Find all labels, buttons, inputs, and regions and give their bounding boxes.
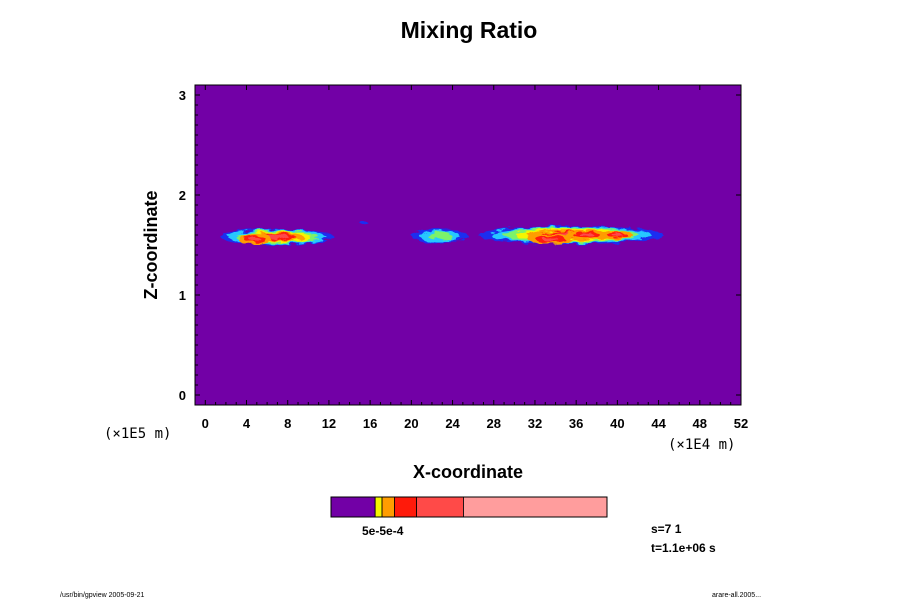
x-tick-label: 20 [404, 416, 418, 431]
colorbar-segment [463, 496, 608, 518]
y-unit-label: (×1E5 m) [104, 426, 171, 442]
contour-core-0-0-2 [248, 236, 261, 242]
contour-level-0-7 [266, 234, 289, 240]
x-tick-label: 32 [528, 416, 542, 431]
contour-core-3-2-2 [611, 233, 623, 237]
x-tick-label: 36 [569, 416, 583, 431]
x-tick-label: 52 [734, 416, 748, 431]
contour-fields [220, 221, 664, 245]
y-tick-label: 1 [179, 288, 186, 303]
x-tick-label: 12 [322, 416, 336, 431]
x-tick-label: 28 [487, 416, 501, 431]
y-axis-label: Z-coordinate [141, 190, 161, 299]
step-annotation: s=7 1 [651, 522, 682, 536]
x-axis-label: X-coordinate [413, 462, 523, 482]
colorbar-segment [330, 496, 376, 518]
colorbar [330, 496, 608, 518]
x-tick-label: 0 [202, 416, 209, 431]
y-tick-label: 0 [179, 388, 186, 403]
x-tick-label: 44 [651, 416, 666, 431]
contour-level-1-1 [359, 221, 369, 225]
x-tick-label: 16 [363, 416, 377, 431]
colorbar-label: 5e-5e-4 [362, 524, 404, 538]
colorbar-segment [394, 496, 417, 518]
footer-left: /usr/bin/gpview 2005-09-21 [60, 592, 145, 599]
x-tick-label: 24 [445, 416, 460, 431]
x-tick-label: 8 [284, 416, 291, 431]
plot-background [195, 85, 741, 405]
colorbar-frame [330, 496, 608, 518]
x-tick-label: 48 [693, 416, 707, 431]
contour-core-3-0-2 [542, 237, 559, 241]
x-tick-label: 40 [610, 416, 624, 431]
contour-core-3-1-2 [579, 233, 594, 237]
colorbar-segment [374, 496, 383, 518]
colorbar-segment [416, 496, 464, 518]
x-tick-label: 4 [243, 416, 251, 431]
footer-right: arare-all.2005... [712, 592, 761, 599]
chart-title: Mixing Ratio [401, 17, 538, 43]
y-tick-label: 2 [179, 188, 186, 203]
colorbar-segment [381, 496, 395, 518]
x-unit-label: (×1E4 m) [668, 437, 735, 453]
time-annotation: t=1.1e+06 s [651, 541, 716, 555]
y-tick-label: 3 [179, 88, 186, 103]
contour-level-2-3 [427, 232, 452, 240]
